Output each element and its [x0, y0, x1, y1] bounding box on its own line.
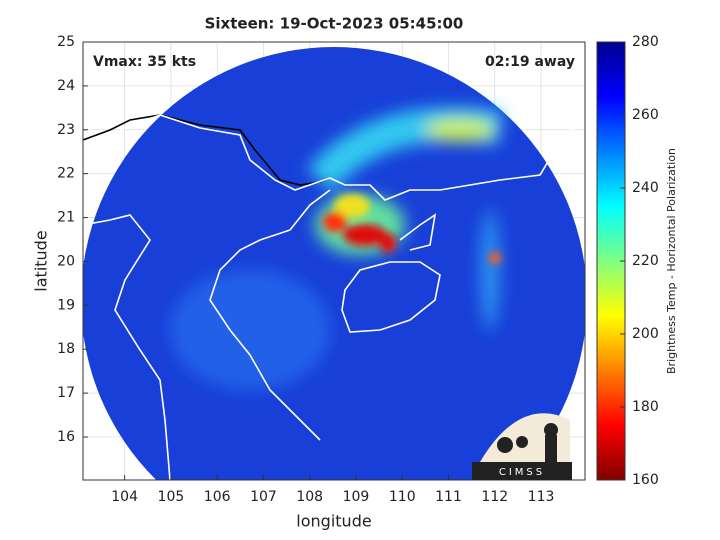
- colorbar-tick-label: 240: [632, 180, 659, 196]
- x-axis-label: longitude: [296, 512, 371, 531]
- colorbar-ticks: 160 180 200 220 240 260 280: [620, 34, 659, 488]
- colorbar-tick-label: 220: [632, 253, 659, 269]
- y-tick-label: 20: [57, 253, 75, 269]
- logo-text: CIMSS: [499, 467, 545, 478]
- satellite-swath: [83, 47, 585, 480]
- colorbar-tick-label: 160: [632, 472, 659, 488]
- x-tick-label: 107: [250, 489, 277, 505]
- x-tick-label: 105: [158, 489, 185, 505]
- ticks: 104 105 106 107 108 109 110 111 112 113 16 17 18 19 20…: [57, 34, 554, 505]
- convection: [323, 194, 501, 264]
- y-tick-label: 16: [57, 429, 75, 445]
- colorbar-label: Brightness Temp - Horizontal Polarizatio…: [665, 148, 678, 374]
- y-axis-label: latitude: [32, 230, 51, 291]
- colorbar-tick-label: 280: [632, 34, 659, 50]
- y-tick-label: 25: [57, 34, 75, 50]
- y-tick-label: 19: [57, 297, 75, 313]
- y-tick-label: 18: [57, 341, 75, 357]
- colorbar-tick-label: 180: [632, 399, 659, 415]
- colorbar-tick-label: 260: [632, 107, 659, 123]
- coastlines: [83, 114, 585, 480]
- x-tick-label: 109: [343, 489, 370, 505]
- x-tick-label: 108: [296, 489, 323, 505]
- y-tick-label: 24: [57, 78, 75, 94]
- colorbar-tick-label: 200: [632, 326, 659, 342]
- x-tick-label: 111: [435, 489, 462, 505]
- x-tick-label: 110: [389, 489, 416, 505]
- y-tick-label: 17: [57, 385, 75, 401]
- vmax-annotation: Vmax: 35 kts: [93, 54, 196, 70]
- y-tick-label: 21: [57, 210, 75, 226]
- x-tick-label: 112: [481, 489, 508, 505]
- map-title: Sixteen: 19-Oct-2023 05:45:00: [205, 15, 464, 33]
- x-tick-label: 106: [204, 489, 231, 505]
- logo: CIMSS: [472, 413, 572, 480]
- time-annotation: 02:19 away: [485, 54, 575, 70]
- x-tick-label: 104: [111, 489, 138, 505]
- x-tick-label: 113: [528, 489, 555, 505]
- y-tick-label: 22: [57, 166, 75, 182]
- y-tick-label: 23: [57, 122, 75, 138]
